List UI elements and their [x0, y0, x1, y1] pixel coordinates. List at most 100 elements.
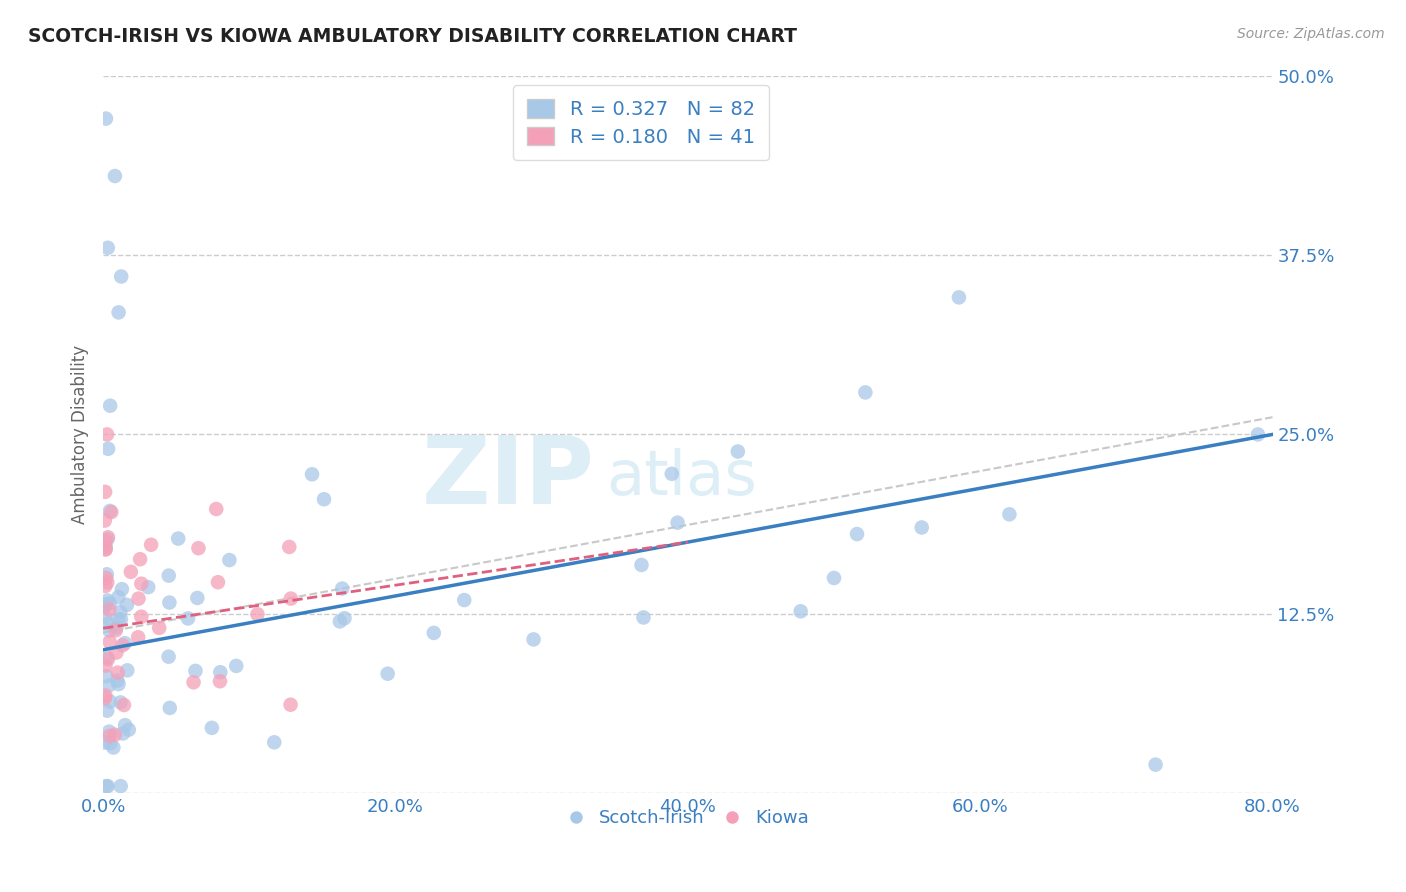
Point	[98, 602, 121, 616]
Point	[159, 701, 181, 715]
Point	[1247, 427, 1270, 442]
Point	[157, 568, 180, 582]
Point	[107, 677, 129, 691]
Point	[246, 607, 269, 622]
Point	[186, 591, 208, 605]
Point	[98, 624, 121, 638]
Point	[94, 571, 117, 585]
Point	[107, 305, 129, 319]
Point	[94, 484, 117, 499]
Point	[117, 664, 139, 678]
Point	[184, 664, 207, 678]
Point	[96, 532, 118, 546]
Point	[789, 604, 811, 618]
Point	[207, 575, 229, 590]
Point	[129, 552, 152, 566]
Point	[177, 611, 200, 625]
Point	[630, 558, 652, 572]
Point	[312, 492, 335, 507]
Point	[94, 689, 117, 703]
Point	[104, 169, 127, 183]
Point	[278, 540, 301, 554]
Point	[111, 638, 134, 652]
Point	[98, 694, 121, 708]
Point	[522, 632, 544, 647]
Point	[114, 718, 136, 732]
Point	[105, 646, 128, 660]
Point	[148, 621, 170, 635]
Point	[107, 665, 129, 680]
Point	[330, 582, 353, 596]
Point	[96, 427, 118, 442]
Point	[118, 723, 141, 737]
Point	[377, 666, 399, 681]
Point	[111, 726, 134, 740]
Y-axis label: Ambulatory Disability: Ambulatory Disability	[72, 345, 89, 524]
Point	[666, 516, 689, 530]
Point	[104, 728, 127, 742]
Point	[97, 530, 120, 544]
Point	[114, 636, 136, 650]
Point	[97, 616, 120, 631]
Point	[120, 565, 142, 579]
Point	[727, 444, 749, 458]
Point	[201, 721, 224, 735]
Point	[128, 591, 150, 606]
Point	[98, 399, 121, 413]
Point	[94, 539, 117, 553]
Point	[633, 610, 655, 624]
Point	[948, 290, 970, 304]
Point	[97, 678, 120, 692]
Point	[263, 735, 285, 749]
Point	[96, 779, 118, 793]
Point	[115, 598, 138, 612]
Point	[94, 514, 117, 528]
Point	[97, 241, 120, 255]
Point	[911, 520, 934, 534]
Text: Source: ZipAtlas.com: Source: ZipAtlas.com	[1237, 27, 1385, 41]
Point	[94, 735, 117, 749]
Point	[93, 610, 115, 624]
Legend: Scotch-Irish, Kiowa: Scotch-Irish, Kiowa	[560, 802, 817, 835]
Point	[853, 385, 876, 400]
Point	[131, 576, 153, 591]
Point	[333, 611, 356, 625]
Point	[453, 593, 475, 607]
Point	[94, 598, 117, 612]
Point	[94, 542, 117, 557]
Point	[112, 698, 135, 712]
Point	[225, 659, 247, 673]
Point	[98, 724, 121, 739]
Point	[136, 580, 159, 594]
Point	[111, 582, 134, 597]
Text: SCOTCH-IRISH VS KIOWA AMBULATORY DISABILITY CORRELATION CHART: SCOTCH-IRISH VS KIOWA AMBULATORY DISABIL…	[28, 27, 797, 45]
Point	[98, 729, 121, 743]
Point	[96, 650, 118, 665]
Point	[105, 621, 128, 635]
Point	[823, 571, 845, 585]
Point	[423, 626, 446, 640]
Point	[94, 658, 117, 673]
Point	[105, 673, 128, 688]
Text: ZIP: ZIP	[422, 432, 595, 524]
Point	[96, 567, 118, 582]
Point	[94, 112, 117, 126]
Point	[94, 599, 117, 613]
Point	[94, 542, 117, 557]
Point	[96, 704, 118, 718]
Point	[280, 698, 302, 712]
Point	[183, 675, 205, 690]
Point	[280, 591, 302, 606]
Point	[98, 736, 121, 750]
Point	[131, 609, 153, 624]
Point	[104, 624, 127, 638]
Point	[1144, 757, 1167, 772]
Point	[205, 502, 228, 516]
Point	[94, 579, 117, 593]
Point	[97, 442, 120, 456]
Point	[209, 665, 232, 680]
Point	[187, 541, 209, 556]
Point	[107, 590, 129, 604]
Point	[208, 674, 231, 689]
Point	[96, 575, 118, 590]
